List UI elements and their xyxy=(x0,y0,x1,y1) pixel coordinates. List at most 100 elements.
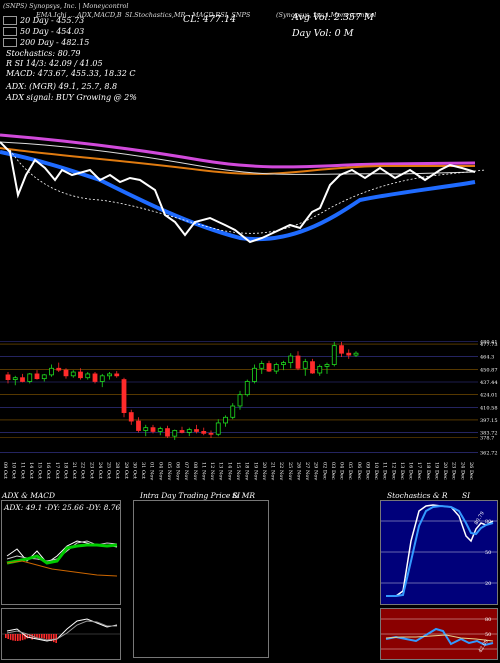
date-label: 13 Dec xyxy=(399,462,405,480)
macd-bar xyxy=(33,634,36,639)
candle-body xyxy=(34,373,40,380)
date-label: 19 Nov xyxy=(252,462,258,480)
macd-bar xyxy=(14,634,17,641)
date-label: 16 Dec xyxy=(408,462,414,480)
price-level-label: 480.41 xyxy=(480,339,498,345)
date-label: 28 Oct xyxy=(114,462,120,479)
candle-body xyxy=(41,374,47,380)
date-label: 12 Dec xyxy=(390,462,396,480)
date-label: 09 Oct xyxy=(2,462,8,479)
candle-body xyxy=(114,373,120,377)
candle-body xyxy=(107,373,112,377)
candle-body xyxy=(136,420,141,431)
svg-text:20: 20 xyxy=(485,581,491,587)
header-stoch: SI.Stochastics,MR xyxy=(125,11,186,19)
date-label: 02 Dec xyxy=(321,462,327,480)
legend-swatch xyxy=(3,27,17,36)
date-label: 05 Dec xyxy=(347,462,353,480)
macd-bar xyxy=(31,634,33,640)
macd-bar xyxy=(21,634,24,641)
date-label: 01 Nov xyxy=(149,462,155,480)
candle-body xyxy=(56,367,62,371)
date-label: 22 Oct xyxy=(80,462,86,479)
date-label: 20 Dec xyxy=(442,462,448,480)
date-label: 29 Oct xyxy=(123,462,129,479)
price-level-label: 383.72 xyxy=(480,431,498,437)
day-volume: Day Vol: 0 M xyxy=(292,28,354,39)
date-label: 17 Dec xyxy=(416,462,422,480)
date-label: 21 Nov xyxy=(270,462,276,480)
candle-body xyxy=(295,355,301,369)
candle-body xyxy=(252,367,257,382)
date-label: 06 Nov xyxy=(175,462,181,480)
rsi-value: R SI 14/3: 42.09 / 41.05 xyxy=(6,59,103,68)
candle-body xyxy=(194,429,199,432)
macd-bar xyxy=(9,634,12,640)
stoch-panel-si: SI xyxy=(462,491,471,500)
candle-body xyxy=(143,427,149,431)
date-label: 11 Dec xyxy=(382,462,388,480)
legend-20day: 20 Day - 455.73 xyxy=(3,16,84,25)
svg-text:80: 80 xyxy=(485,519,491,525)
candle-body xyxy=(121,379,127,413)
stoch-panel-title: Stochastics & R xyxy=(387,491,448,500)
date-label: 30 Oct xyxy=(131,462,137,479)
price-level-label: 437.44 xyxy=(480,380,498,386)
candle-body xyxy=(346,352,352,356)
price-level-label: 362.72 xyxy=(480,450,498,456)
macd-bar xyxy=(7,634,9,639)
date-label: 03 Dec xyxy=(330,462,336,480)
date-label: 17 Oct xyxy=(54,462,60,479)
candle-body xyxy=(331,345,337,365)
date-label: 12 Nov xyxy=(209,462,215,480)
legend-label: 20 Day - 455.73 xyxy=(20,16,85,25)
candle-body xyxy=(5,374,11,380)
candle-body xyxy=(281,362,286,365)
candle-body xyxy=(165,428,170,437)
macd-bar xyxy=(24,634,26,640)
macd-bar xyxy=(12,634,14,641)
macd-panel xyxy=(1,608,121,660)
legend-50day: 50 Day - 454.03 xyxy=(3,27,84,36)
stochastics-value: Stochastics: 80.79 xyxy=(6,49,81,58)
avg-volume: Avg Vol: 2.357 M xyxy=(292,12,374,23)
date-label: 07 Nov xyxy=(183,462,189,480)
candle-body xyxy=(237,394,243,407)
adx-panel-values: ADX: 49.1 -DY: 25.66 -DY: 8.76 xyxy=(4,503,121,512)
candle-body xyxy=(244,381,250,396)
date-label: 24 Dec xyxy=(459,462,465,480)
date-label: 31 Oct xyxy=(140,462,146,479)
candle-body xyxy=(85,373,91,379)
date-label: 26 Nov xyxy=(295,462,301,480)
svg-text:50: 50 xyxy=(485,632,491,638)
macd-bar xyxy=(45,634,48,640)
stochastics-panel: 80.79 80 50 20 xyxy=(380,500,498,605)
date-label: 11 Oct xyxy=(19,462,25,479)
rsi-panel: 42.09 80 50 xyxy=(380,608,498,660)
candle-body xyxy=(92,373,98,382)
macd-lines xyxy=(2,618,120,643)
candle-body xyxy=(266,363,272,372)
candle-body xyxy=(302,361,308,369)
candle-body xyxy=(259,363,265,369)
candle-body xyxy=(339,345,344,354)
date-label: 16 Oct xyxy=(45,462,51,479)
adx-signal: ADX signal: BUY Growing @ 2% xyxy=(6,93,137,102)
candle-body xyxy=(230,405,236,418)
adx-panel: ADX: 49.1 -DY: 25.66 -DY: 8.76 xyxy=(1,500,121,605)
date-label: 23 Dec xyxy=(451,462,457,480)
date-label: 14 Oct xyxy=(28,462,34,479)
ma-50-line xyxy=(0,147,475,175)
legend-label: 50 Day - 454.03 xyxy=(20,27,85,36)
candlesticks xyxy=(5,341,359,440)
macd-value: MACD: 473.67, 455.33, 18.32 C xyxy=(6,69,136,78)
date-label: 13 Nov xyxy=(218,462,224,480)
price-level-label: 378.7 xyxy=(480,435,494,441)
date-label: 08 Nov xyxy=(192,462,198,480)
candle-body xyxy=(223,416,228,424)
legend-label: 200 Day - 482.15 xyxy=(20,38,90,47)
ema-line xyxy=(0,150,476,242)
candle-body xyxy=(20,377,25,382)
macd-bar xyxy=(5,634,7,638)
